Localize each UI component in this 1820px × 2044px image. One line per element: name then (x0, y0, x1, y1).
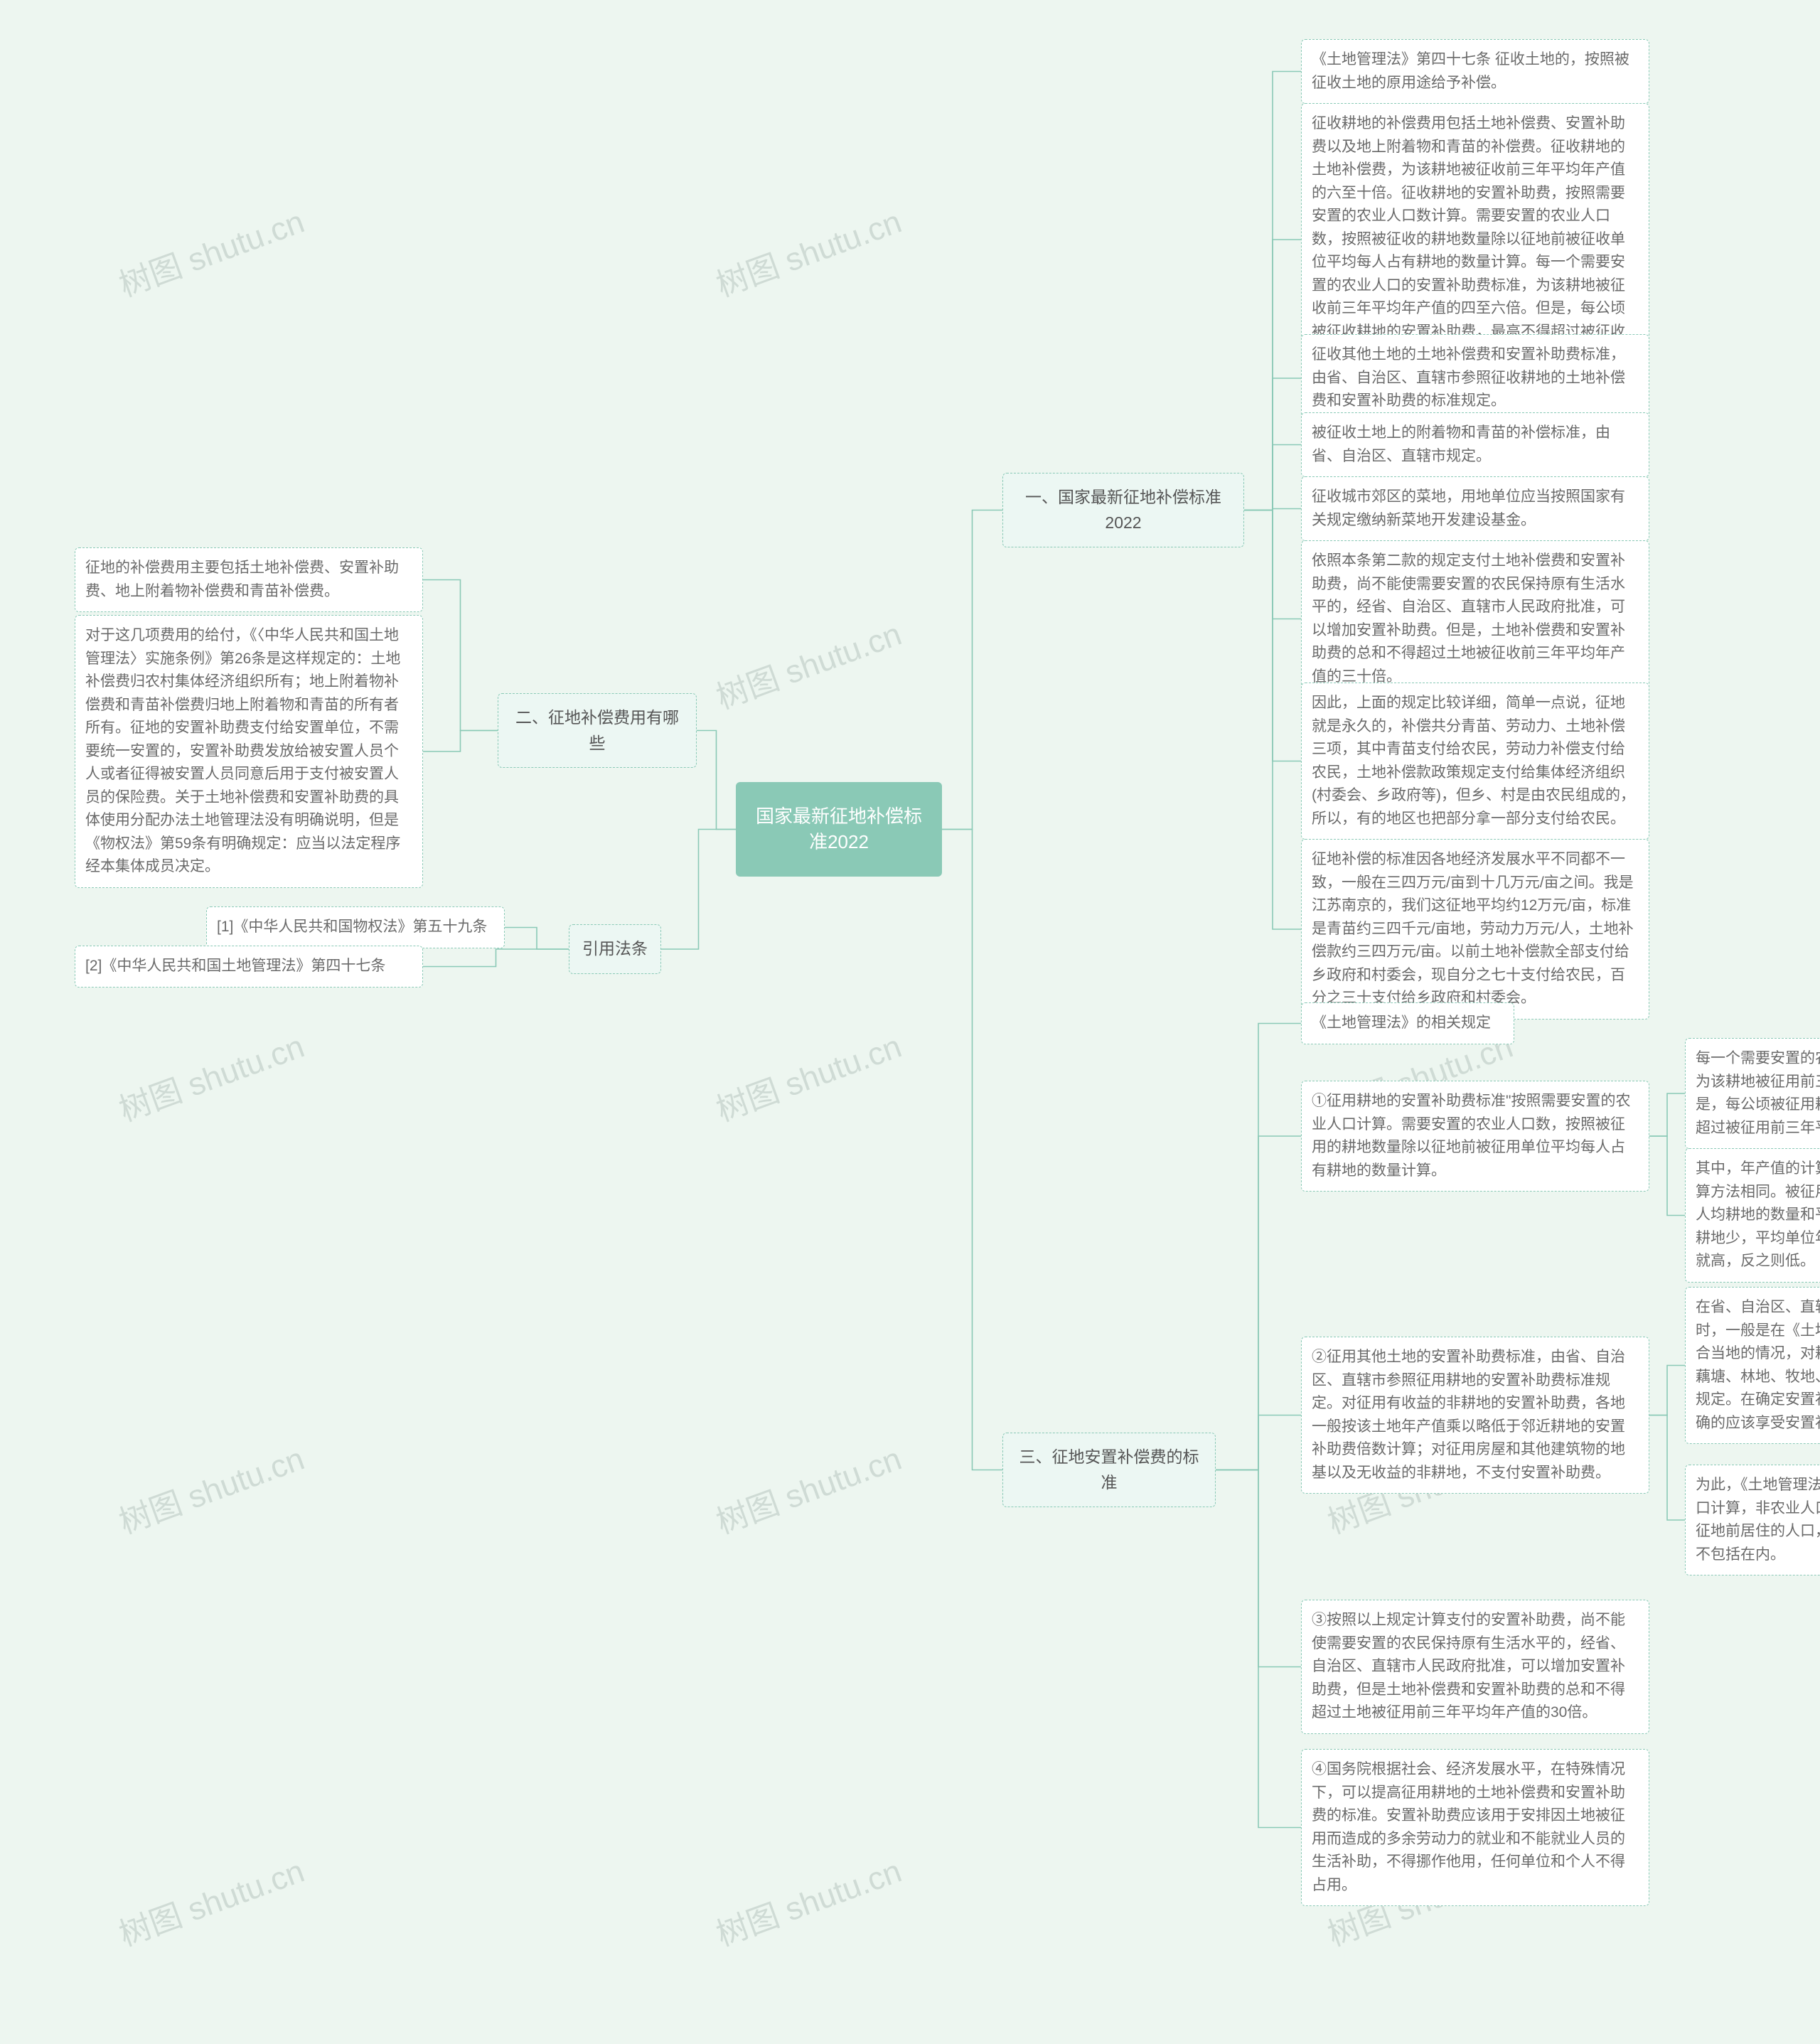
mindmap-node: 因此，上面的规定比较详细，简单一点说，征地就是永久的，补偿共分青苗、劳动力、土地… (1301, 683, 1649, 840)
mindmap-node: 《土地管理法》的相关规定 (1301, 1002, 1514, 1044)
mindmap-node: [1]《中华人民共和国物权法》第五十九条 (206, 906, 505, 948)
mindmap-node: 三、征地安置补偿费的标准 (1002, 1433, 1216, 1507)
mindmap-node: [2]《中华人民共和国土地管理法》第四十七条 (75, 946, 423, 988)
mindmap-node: 征地的补偿费用主要包括土地补偿费、安置补助费、地上附着物补偿费和青苗补偿费。 (75, 547, 423, 612)
mindmap-node: 依照本条第二款的规定支付土地补偿费和安置补助费，尚不能使需要安置的农民保持原有生… (1301, 540, 1649, 697)
watermark: 树图 shutu.cn (709, 1845, 906, 1954)
mindmap-node: 为此，《土地管理法》规定，人口数必须按农业人口计算，非农业人口不在计算之中，必须… (1685, 1465, 1820, 1575)
mindmap-node: ①征用耕地的安置补助费标准"按照需要安置的农业人口计算。需要安置的农业人口数，按… (1301, 1081, 1649, 1192)
watermark: 树图 shutu.cn (709, 1433, 906, 1542)
watermark: 树图 shutu.cn (112, 1845, 309, 1954)
watermark: 树图 shutu.cn (112, 1433, 309, 1542)
mindmap-node: 征收城市郊区的菜地，用地单位应当按照国家有关规定缴纳新菜地开发建设基金。 (1301, 476, 1649, 541)
mindmap-node: 被征收土地上的附着物和青苗的补偿标准，由省、自治区、直辖市规定。 (1301, 412, 1649, 477)
mindmap-node: 在省、自治区、直辖市在制定安置补助费标准时，一般是在《土地管理法》规定的范围内，… (1685, 1287, 1820, 1444)
mindmap-node: ④国务院根据社会、经济发展水平，在特殊情况下，可以提高征用耕地的土地补偿费和安置… (1301, 1749, 1649, 1906)
mindmap-node: ③按照以上规定计算支付的安置补助费，尚不能使需要安置的农民保持原有生活水平的，经… (1301, 1600, 1649, 1734)
watermark: 树图 shutu.cn (709, 1020, 906, 1130)
mindmap-root: 国家最新征地补偿标准2022 (736, 782, 942, 877)
mindmap-node: 每一个需要安置的农业人口的安置补助费标准，为该耕地被征用前三年平均年产值的4-6… (1685, 1038, 1820, 1149)
mindmap-node: 二、征地补偿费用有哪些 (498, 693, 697, 768)
mindmap-node: ②征用其他土地的安置补助费标准，由省、自治区、直辖市参照征用耕地的安置补助费标准… (1301, 1337, 1649, 1494)
watermark: 树图 shutu.cn (112, 196, 309, 305)
mindmap-node: 对于这几项费用的给付，《〈中华人民共和国土地管理法〉实施条例》第26条是这样规定… (75, 615, 423, 888)
mindmap-node: 征地补偿的标准因各地经济发展水平不同都不一致，一般在三四万元/亩到十几万元/亩之… (1301, 839, 1649, 1020)
mindmap-node: 《土地管理法》第四十七条 征收土地的，按照被征收土地的原用途给予补偿。 (1301, 39, 1649, 104)
mindmap-node: 引用法条 (569, 924, 661, 974)
mindmap-node: 一、国家最新征地补偿标准2022 (1002, 473, 1244, 547)
watermark: 树图 shutu.cn (112, 1020, 309, 1130)
watermark: 树图 shutu.cn (709, 608, 906, 717)
mindmap-node: 其中，年产值的计算，与土地补偿费年产值的计算方法相同。被征用单位耕地的安置补助费… (1685, 1148, 1820, 1283)
mindmap-node: 征收其他土地的土地补偿费和安置补助费标准，由省、自治区、直辖市参照征收耕地的土地… (1301, 334, 1649, 422)
watermark: 树图 shutu.cn (709, 196, 906, 305)
